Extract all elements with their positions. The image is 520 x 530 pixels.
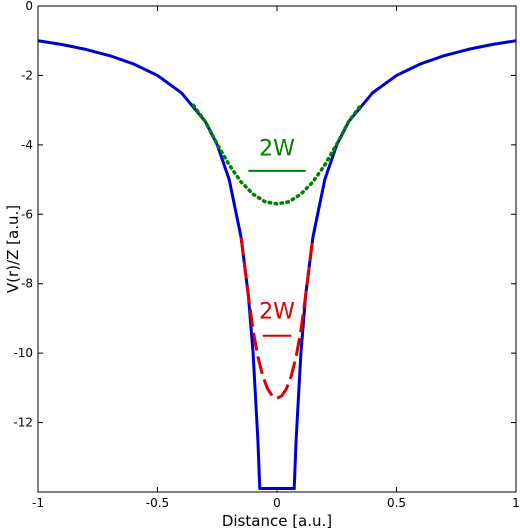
y-tick-label: -10 <box>13 346 33 360</box>
annotation-label-1: 2W <box>259 299 295 324</box>
x-tick-label: 0.5 <box>387 496 406 510</box>
plot-frame <box>37 5 517 493</box>
x-tick-label: 0 <box>273 496 281 510</box>
annotation-label-0: 2W <box>259 136 295 161</box>
x-tick-label: -0.5 <box>146 496 169 510</box>
y-tick-label: 0 <box>25 0 33 13</box>
y-tick-label: -4 <box>21 138 33 152</box>
series-dashed-line <box>239 237 315 400</box>
series-dotted-line <box>191 103 363 206</box>
y-tick-label: -12 <box>13 416 33 430</box>
y-tick-label: -6 <box>21 207 33 221</box>
x-tick-label: 1 <box>512 496 520 510</box>
y-tick-label: -8 <box>21 277 33 291</box>
y-axis-label: V(r)/Z [a.u.] <box>4 205 22 293</box>
annotation-layer: 2W 2W <box>248 136 306 337</box>
y-tick-label: -2 <box>21 68 33 82</box>
x-tick-label: -1 <box>32 496 44 510</box>
x-axis-label: Distance [a.u.] <box>222 512 332 530</box>
ticks-layer: -1 -0.5 0 0.5 1 0 -2 -4 -6 -8 -10 -12 <box>13 0 519 510</box>
series-solid-line <box>38 39 516 491</box>
series-layer <box>38 39 516 491</box>
